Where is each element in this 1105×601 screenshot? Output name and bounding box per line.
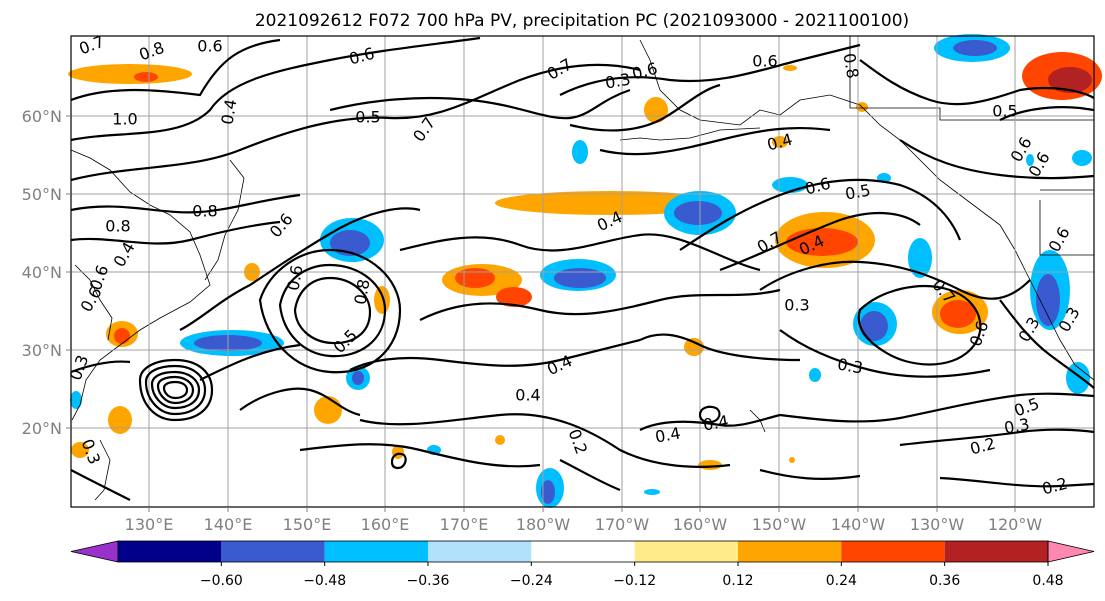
contour-label: 0.3 (784, 296, 809, 315)
contour-label: 0.8 (192, 202, 217, 221)
latitude-axis: 60°N 50°N 40°N 30°N 20°N (22, 107, 71, 438)
precipitation-shading (68, 34, 1102, 508)
precip-blob (554, 268, 606, 288)
contour-label: 0.3 (836, 354, 864, 377)
lon-tick-label: 120°W (988, 515, 1043, 534)
precip-blob (134, 72, 158, 82)
lon-tick-label: 150°W (752, 515, 807, 534)
lon-tick-label: 180°W (516, 515, 571, 534)
contour-label: 0.6 (197, 37, 222, 56)
precip-blob (644, 97, 668, 123)
precip-blob (374, 286, 390, 314)
precip-blob (1066, 362, 1090, 394)
contour-label: 0.4 (702, 411, 730, 434)
colorbar-tick-label: −0.24 (510, 573, 553, 589)
colorbar-segment (841, 541, 945, 562)
precip-blob (908, 238, 932, 278)
contour-label: 0.5 (844, 180, 872, 203)
precip-blob (698, 460, 722, 470)
precip-blob (314, 396, 342, 424)
precip-blob (860, 311, 888, 341)
contour-label: 0.5 (992, 102, 1017, 121)
lon-tick-label: 140°E (204, 515, 253, 534)
lon-tick-label: 170°W (595, 515, 650, 534)
contour-label: 0.6 (752, 52, 777, 71)
precip-blob (772, 136, 788, 148)
lon-tick-label: 130°W (910, 515, 965, 534)
colorbar-tick-label: −0.60 (200, 573, 243, 589)
lat-tick-label: 50°N (22, 185, 62, 204)
colorbar-segment (531, 541, 635, 562)
contour-label: 0.8 (350, 278, 373, 306)
map-panel: 0.7 0.8 0.61.0 0.40.70.7 0.60.50.6 0.80.60.40… (66, 32, 1102, 508)
precip-blob (953, 40, 997, 56)
lon-tick-label: 170°E (440, 515, 489, 534)
longitude-axis: 130°E 140°E 150°E 160°E 170°E 180°W 170°W 160°W… (125, 507, 1043, 534)
colorbar-over-extend (1047, 540, 1095, 563)
contour-label: 0.3 (1003, 414, 1031, 437)
contour-label: 0.3 (604, 69, 632, 92)
lon-tick-label: 140°W (831, 515, 886, 534)
colorbar-tick-label: 0.24 (826, 573, 857, 589)
precip-blob (71, 442, 89, 458)
contour-label: 0.4 (515, 386, 540, 405)
precip-blob (1036, 274, 1060, 326)
colorbar-tick-label: 0.48 (1032, 573, 1063, 589)
colorbar-segment (221, 541, 325, 562)
lon-tick-label: 130°E (125, 515, 174, 534)
precip-blob (108, 406, 132, 434)
precip-blob (114, 328, 130, 344)
precip-blob (495, 435, 505, 445)
lon-tick-label: 150°E (283, 515, 332, 534)
lat-tick-label: 40°N (22, 263, 62, 282)
contour-label: 0.8 (105, 217, 130, 236)
colorbar-tick-label: 0.12 (722, 573, 753, 589)
colorbar-tick-label: −0.48 (303, 573, 346, 589)
precip-blob (352, 371, 364, 385)
precip-blob (783, 65, 797, 71)
precip-blob (70, 391, 82, 409)
colorbar-tick-label: −0.36 (407, 573, 450, 589)
precip-blob (68, 64, 192, 84)
precip-blob (455, 268, 495, 288)
colorbar-under-extend (70, 540, 119, 563)
contour-label: 0.5 (355, 108, 380, 127)
precip-blob (1072, 150, 1092, 166)
lat-tick-label: 30°N (22, 341, 62, 360)
precip-blob (809, 368, 821, 382)
colorbar-segment (634, 541, 738, 562)
contour-label: 0.4 (654, 423, 682, 446)
precip-blob (572, 140, 588, 164)
contour-label: 0.8 (839, 52, 862, 80)
precip-blob (644, 489, 660, 495)
colorbar-frame (117, 540, 1049, 563)
contour-label: 1.0 (112, 110, 137, 129)
colorbar-segment (944, 541, 1048, 562)
colorbar-tick-label: 0.36 (929, 573, 960, 589)
lat-tick-label: 60°N (22, 107, 62, 126)
lon-tick-label: 160°W (673, 515, 728, 534)
precip-blob (496, 287, 532, 307)
colorbar-segment (324, 541, 428, 562)
lat-tick-label: 20°N (22, 419, 62, 438)
precip-blob (789, 457, 795, 463)
precip-blob (674, 201, 722, 225)
contour-label: 0.4 (217, 98, 240, 126)
precip-blob (1026, 154, 1034, 166)
colorbar-segment (428, 541, 532, 562)
precip-blob (541, 480, 555, 504)
precip-blob (1048, 67, 1092, 93)
colorbar-tick-label: −0.12 (613, 573, 656, 589)
colorbar-segment (738, 541, 842, 562)
precip-blob (940, 300, 976, 328)
figure-title: 2021092612 F072 700 hPa PV, precipitatio… (255, 11, 909, 31)
colorbar: −0.60 −0.48 −0.36 −0.24 −0.12 0.12 0.24 0.36 0.4… (70, 540, 1095, 589)
pv-contours (70, 36, 1095, 501)
lon-tick-label: 160°E (361, 515, 410, 534)
colorbar-segment (118, 541, 222, 562)
contour-label: 0.6 (283, 264, 306, 292)
precip-blob (684, 338, 704, 356)
